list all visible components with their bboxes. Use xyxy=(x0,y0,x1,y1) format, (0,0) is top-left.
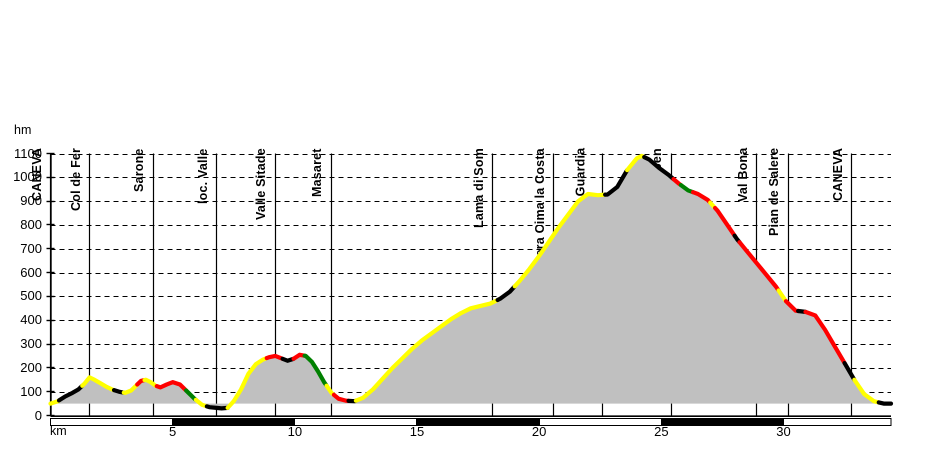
x-tick-label-5: 5 xyxy=(169,424,177,439)
profile-segment-39 xyxy=(876,400,894,406)
profile-segment-33 xyxy=(776,288,789,304)
profile-segment-10 xyxy=(204,404,230,411)
profile-segment-22 xyxy=(512,191,608,289)
y-tick-label-400: 400 xyxy=(20,312,42,328)
profile-segment-36 xyxy=(803,309,847,366)
profile-segment-12 xyxy=(231,356,269,404)
y-tick-label-1000: 1000 xyxy=(13,169,42,185)
profile-segment-21 xyxy=(495,284,517,303)
km-ruler-segment-5 xyxy=(661,418,784,426)
y-tick-label-1100: 1100 xyxy=(14,145,42,161)
profile-segment-37 xyxy=(842,361,857,382)
km-ruler-segment-1 xyxy=(172,418,295,426)
x-tick-label-30: 30 xyxy=(776,424,791,439)
profile-segment-30 xyxy=(712,205,737,238)
x-tick-label-15: 15 xyxy=(409,424,425,439)
profile-segment-25 xyxy=(642,154,676,182)
y-tick-label-700: 700 xyxy=(20,240,42,256)
profile-area-fill xyxy=(50,155,884,409)
y-tick-label-900: 900 xyxy=(20,193,42,209)
y-tick-label-0: 0 xyxy=(34,407,42,423)
x-axis-unit-label: km xyxy=(50,424,67,438)
profile-segment-23 xyxy=(603,168,630,197)
profile-segment-14 xyxy=(280,356,296,363)
profile-segment-1 xyxy=(56,383,85,403)
y-tick-label-500: 500 xyxy=(20,288,42,304)
y-tick-label-800: 800 xyxy=(20,216,42,232)
y-tick-label-300: 300 xyxy=(20,336,42,352)
y-tick-label-100: 100 xyxy=(20,383,42,399)
y-tick-label-200: 200 xyxy=(20,359,42,375)
profile-segment-20 xyxy=(353,297,500,403)
x-tick-label-25: 25 xyxy=(654,424,669,439)
profile-segment-38 xyxy=(852,377,881,405)
y-axis-unit-label: hm xyxy=(14,123,32,137)
profile-segment-2 xyxy=(80,375,117,393)
profile-segment-32 xyxy=(737,240,781,293)
km-ruler-segment-3 xyxy=(416,418,540,426)
profile-segment-7 xyxy=(154,380,189,393)
x-tick-label-20: 20 xyxy=(531,424,547,439)
profile-segment-16 xyxy=(302,353,329,388)
x-tick-label-10: 10 xyxy=(287,424,303,439)
y-tick-label-600: 600 xyxy=(20,264,42,280)
